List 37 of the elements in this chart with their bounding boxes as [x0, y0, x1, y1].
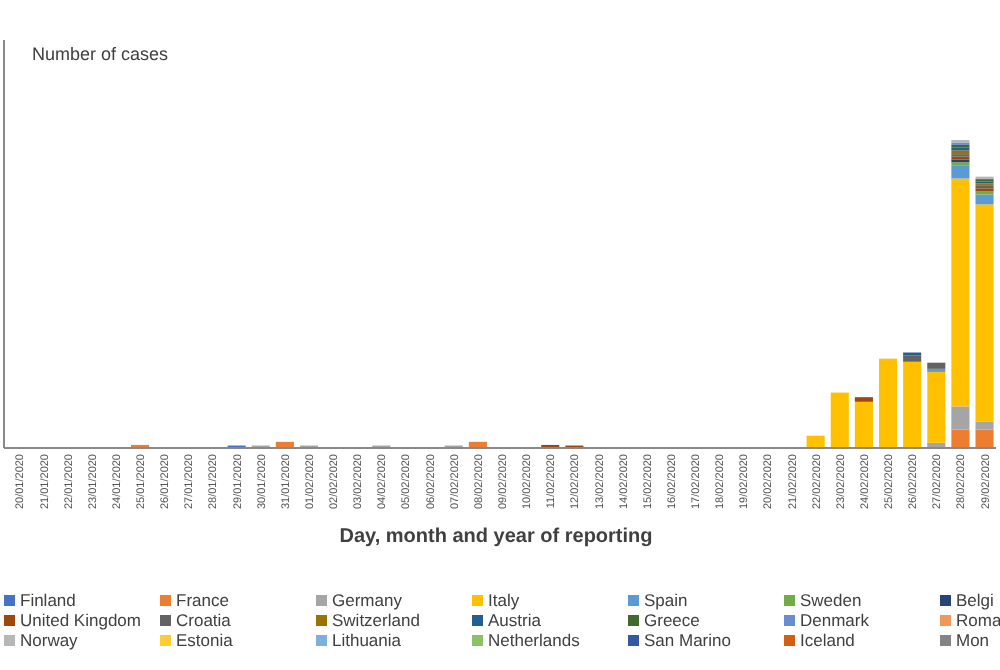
legend-label: Greece: [644, 610, 701, 630]
legend-label: Croatia: [176, 610, 232, 630]
bar: [951, 406, 970, 430]
legend-label: Iceland: [800, 630, 856, 650]
legend-label: Estonia: [176, 630, 234, 650]
legend-label: Italy: [488, 590, 521, 610]
legend-label: Lithuania: [332, 630, 402, 650]
bar: [903, 361, 922, 448]
bar: [830, 392, 849, 448]
bar: [975, 421, 994, 430]
legend-label: Sweden: [800, 590, 862, 610]
legend-label: Spain: [644, 590, 689, 610]
legend-label: Mon: [956, 630, 990, 650]
legend-label: Austria: [488, 610, 542, 630]
bar: [951, 165, 970, 179]
y-axis-title: Number of cases: [32, 44, 170, 64]
legend-label: San Marino: [644, 630, 732, 650]
legend-label: Netherlands: [488, 630, 580, 650]
x-axis-title: Day, month and year of reporting: [339, 526, 653, 548]
bar: [854, 401, 873, 448]
bar: [903, 355, 922, 362]
legend-label: France: [176, 590, 230, 610]
legend-label: United Kingdom: [20, 610, 141, 630]
legend-label: Switzerland: [332, 610, 421, 630]
legend-label: Norway: [20, 630, 80, 650]
bar: [878, 358, 898, 448]
legend-label: Germany: [332, 590, 404, 610]
legend-label: Denmark: [800, 610, 871, 630]
bar: [975, 429, 994, 448]
bar: [975, 194, 994, 205]
bar: [975, 204, 994, 422]
bar: [927, 371, 946, 443]
legend-label: Belgi: [956, 590, 995, 610]
bar: [951, 178, 970, 407]
bar: [927, 362, 946, 369]
bar: [951, 429, 970, 448]
legend-label: Finland: [20, 590, 77, 610]
